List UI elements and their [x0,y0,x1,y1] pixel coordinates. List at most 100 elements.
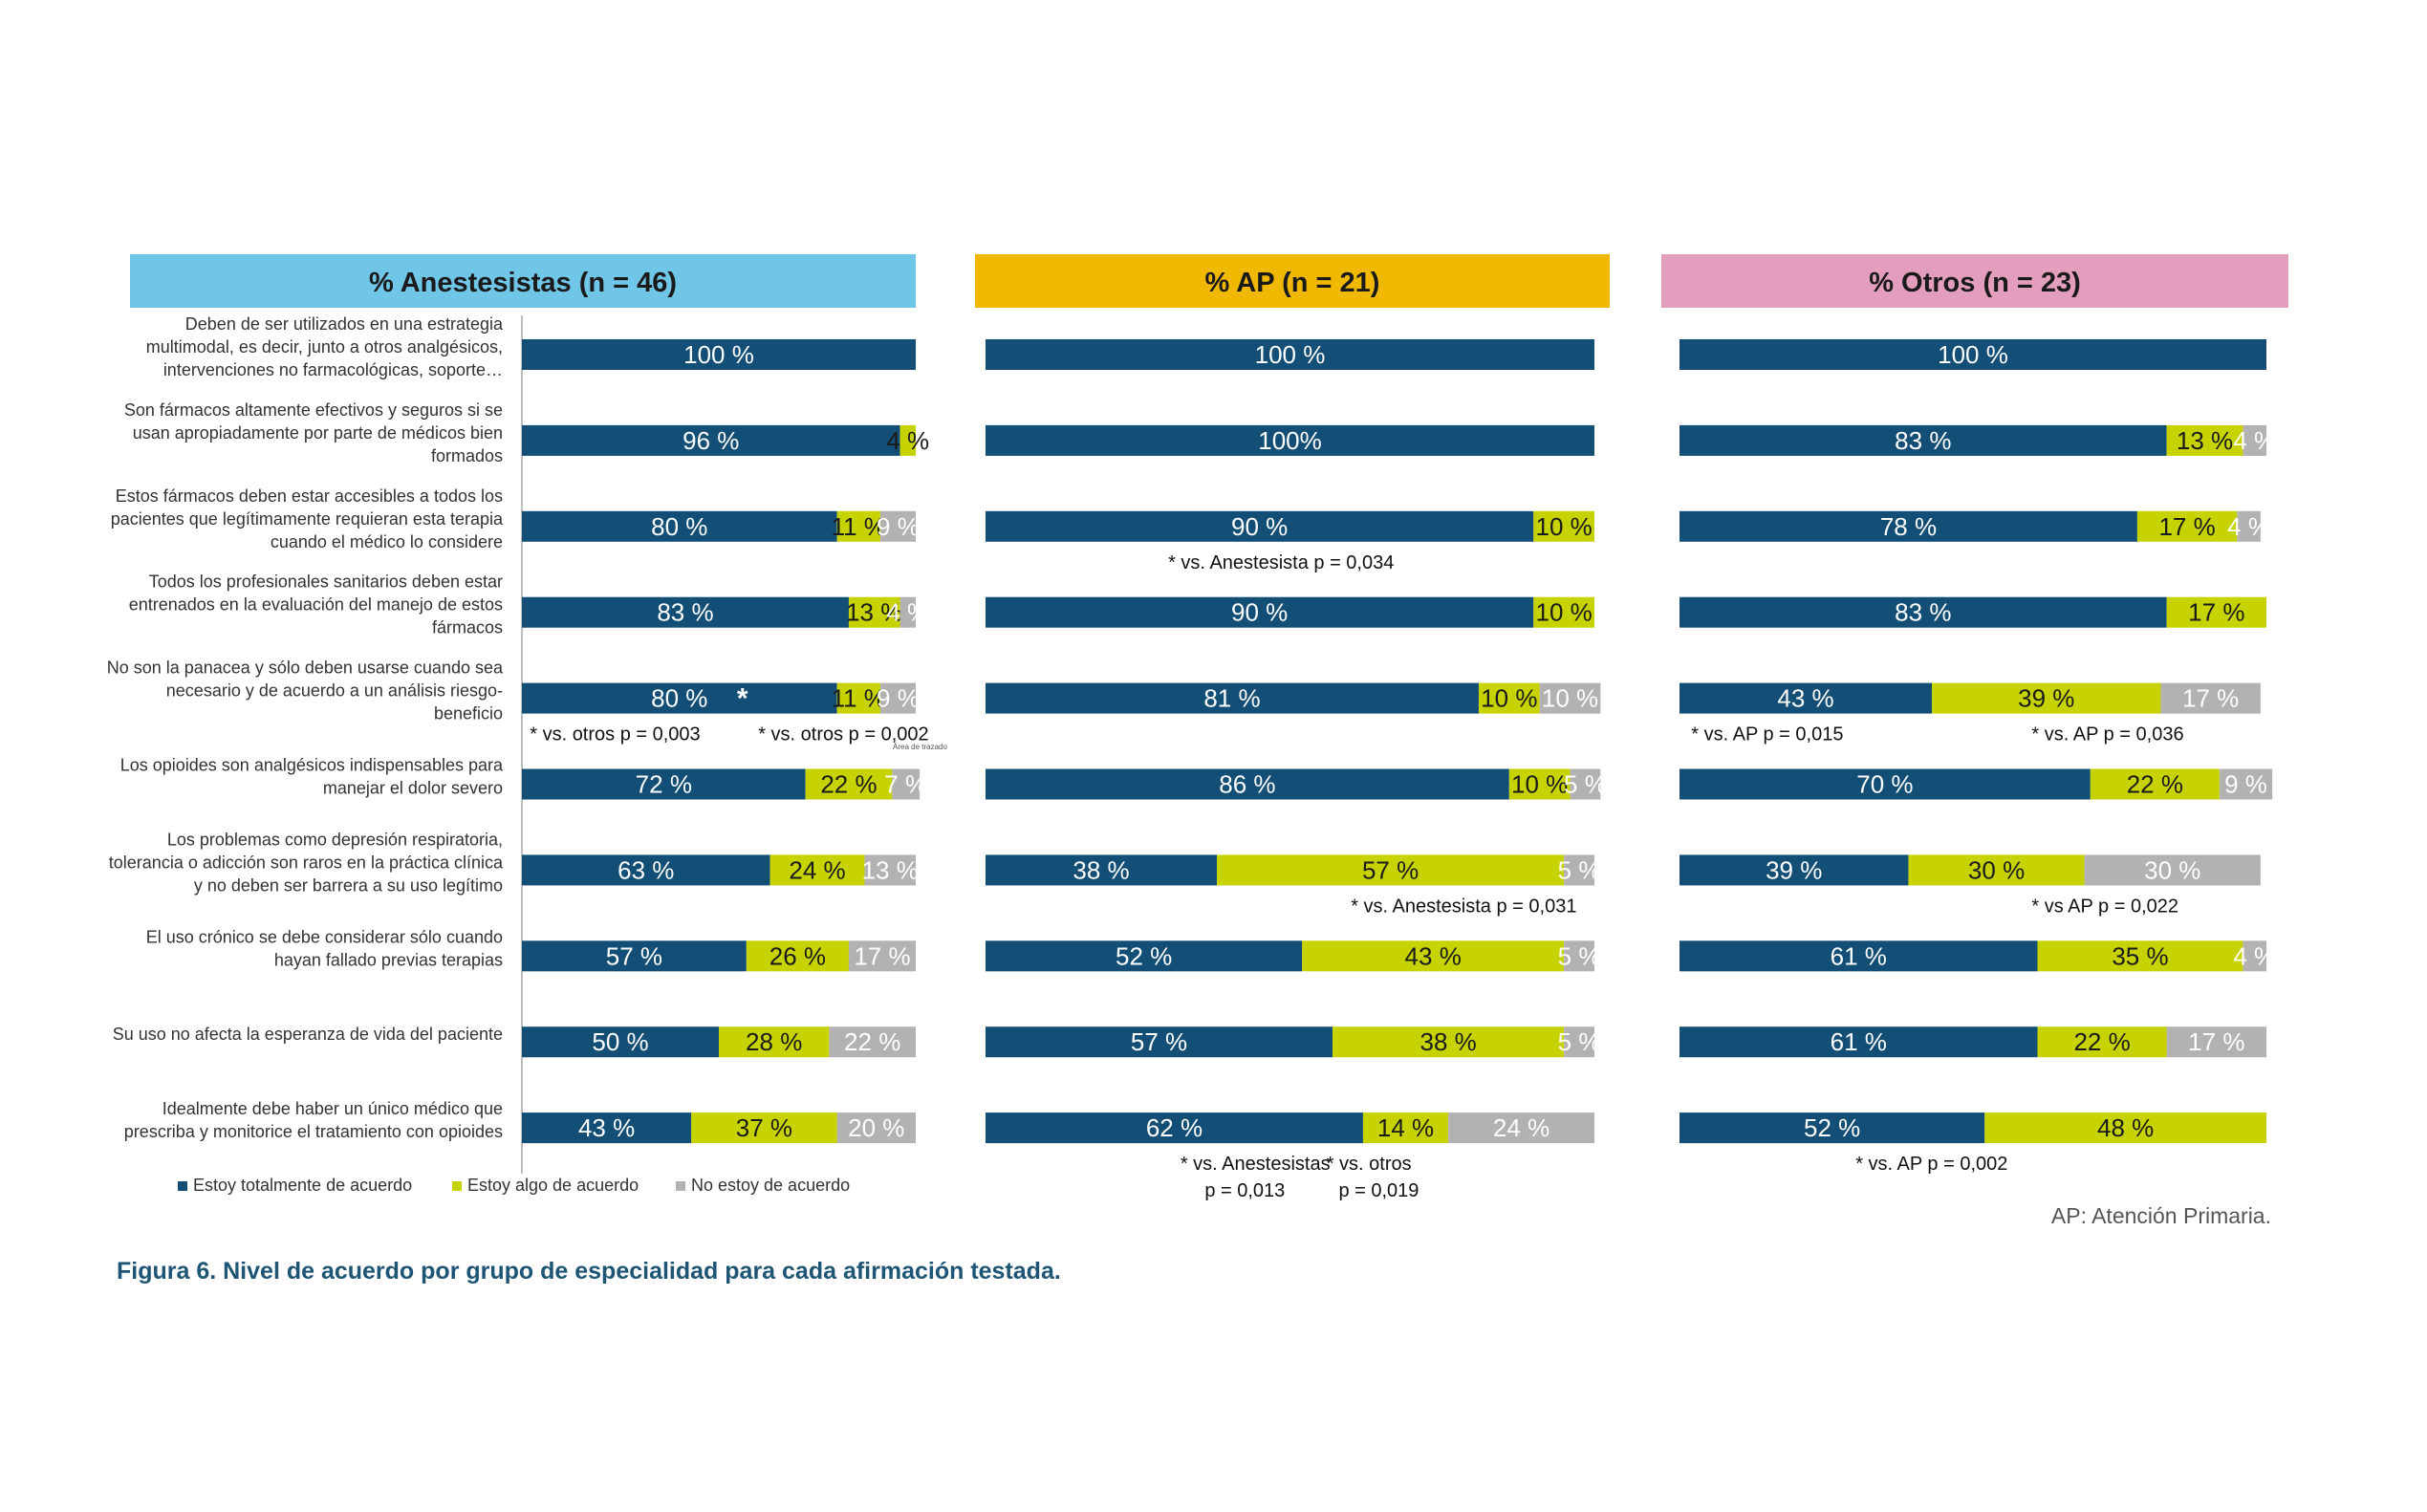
significance-note-5: * vs. Anestesista p = 0,031 [1351,896,1576,917]
bar-segment-p3-r8-s2 [2037,940,2243,972]
bar-label-p3-r9-s1: 61 % [1831,1027,1887,1056]
bar-segment-p1-r5-s2 [836,682,880,714]
bar-segment-p2-r8-s2 [1302,940,1565,972]
significance-notes: * * vs. otros p = 0,003 * vs. otros p = 0,… [530,552,2183,1201]
bar-label-p1-r3-s2: 11 % [832,512,886,541]
bar-segment-p3-r6-s1 [1679,768,2091,800]
bar-segment-p2-r1-s1 [986,339,1594,370]
bar-label-p1-r10-s2: 37 % [736,1113,792,1142]
bar-label-p1-r6-s1: 72 % [636,770,692,799]
footnote-ap: AP: Atención Primaria. [2051,1203,2271,1228]
bar-label-p2-r8-s3: 5 % [1558,941,1601,970]
significance-note-8: * vs. otros [1327,1154,1412,1175]
bar-segment-p2-r10-s1 [986,1112,1363,1144]
bar-segment-p3-r7-s2 [1908,854,2085,886]
bar-label-p1-r3-s1: 80 % [651,512,707,541]
bar-segment-p2-r4-s1 [986,596,1534,628]
bar-segment-p1-r4-s3 [899,596,916,628]
legend-swatch-1 [178,1181,187,1191]
bar-segment-p1-r9-s1 [522,1026,719,1058]
bar-label-p3-r1-s1: 100 % [1938,340,2008,369]
bar-label-p1-r10-s1: 43 % [578,1113,635,1142]
bar-segment-p3-r6-s3 [2219,768,2273,800]
legend: Estoy totalmente de acuerdo Estoy algo de… [178,1176,850,1195]
bar-label-p2-r5-s2: 10 % [1481,684,1537,713]
significance-note-11: * vs. AP p = 0,036 [2031,724,2183,745]
bar-label-p3-r8-s1: 61 % [1831,941,1887,970]
bar-segment-p1-r2-s2 [899,424,916,456]
bar-segment-p2-r5-s2 [1478,682,1540,714]
bar-label-p1-r3-s3: 9 % [877,512,920,541]
bar-segment-p3-r9-s1 [1679,1026,2038,1058]
bar-label-p1-r7-s1: 63 % [618,855,674,884]
bar-label-p2-r10-s2: 14 % [1377,1113,1434,1142]
bar-label-p2-r7-s2: 57 % [1362,855,1419,884]
significance-note-3: * vs. otros p = 0,002 [758,724,928,745]
significance-note-12: * vs AP p = 0,022 [2031,896,2178,917]
significance-note-1: * [737,683,748,715]
bar-segment-p2-r9-s3 [1564,1026,1594,1058]
bar-label-p1-r4-s1: 83 % [657,598,713,627]
bar-segment-p2-r10-s3 [1448,1112,1594,1144]
legend-swatch-2 [452,1181,462,1191]
bar-segment-p3-r5-s3 [2160,682,2261,714]
bar-segment-p2-r3-s1 [986,510,1534,542]
bar-label-p3-r3-s2: 17 % [2158,512,2215,541]
bar-segment-p3-r5-s2 [1932,682,2161,714]
bar-segment-p3-r10-s1 [1679,1112,1985,1144]
bar-label-p3-r4-s1: 83 % [1895,598,1951,627]
bar-label-p2-r5-s3: 10 % [1542,684,1598,713]
bar-label-p2-r4-s1: 90 % [1231,598,1288,627]
bar-label-p3-r3-s3: 4 % [2227,512,2270,541]
statement-label-4: Todos los profesionales sanitarios deben… [149,572,503,592]
bar-segment-p3-r2-s1 [1679,424,2167,456]
bar-segment-p1-r10-s2 [691,1112,837,1144]
bar-segment-p2-r3-s2 [1533,510,1594,542]
bar-label-p2-r6-s1: 86 % [1219,770,1275,799]
statement-label-7: tolerancia o adicción son raros en la pr… [109,853,504,872]
bar-segment-p1-r2-s1 [522,424,900,456]
bar-segment-p2-r8-s3 [1564,940,1594,972]
bar-segment-p3-r5-s1 [1679,682,1933,714]
statement-label-2: Son fármacos altamente efectivos y segur… [124,400,503,420]
bar-segment-p2-r6-s3 [1570,768,1601,800]
bar-label-p2-r7-s3: 5 % [1558,855,1601,884]
bar-label-p1-r8-s1: 57 % [606,941,662,970]
bar-segment-p2-r6-s1 [986,768,1509,800]
bar-segment-p3-r2-s3 [2243,424,2266,456]
bar-label-p1-r8-s2: 26 % [769,941,826,970]
significance-note-13: * vs. AP p = 0,002 [1855,1154,2007,1175]
bar-segment-p1-r7-s1 [522,854,770,886]
bar-segment-p3-r7-s1 [1679,854,1909,886]
statement-label-3: Estos fármacos deben estar accesibles a … [116,486,503,506]
statement-label-1: Deben de ser utilizados en una estrategi… [185,314,504,334]
panel-title-1: % Anestesistas (n = 46) [369,268,677,298]
bar-label-p2-r2-s1: 100% [1258,426,1322,455]
statement-label-4: fármacos [432,618,503,637]
significance-note-7: p = 0,013 [1204,1180,1285,1201]
bar-label-p3-r6-s2: 22 % [2127,770,2183,799]
bar-label-p2-r8-s1: 52 % [1116,941,1172,970]
bar-segment-p1-r6-s3 [892,768,921,800]
bar-label-p1-r9-s3: 22 % [844,1027,900,1056]
statement-label-5: necesario y de acuerdo a un análisis rie… [166,681,503,701]
bar-label-p2-r7-s1: 38 % [1073,855,1129,884]
bar-segment-p3-r9-s3 [2166,1026,2266,1058]
bar-label-p1-r5-s3: 9 % [877,684,920,713]
bar-segment-p1-r6-s1 [522,768,806,800]
bar-segment-p3-r10-s2 [1984,1112,2266,1144]
bar-label-p3-r2-s1: 83 % [1895,426,1951,455]
statement-label-1: intervenciones no farmacológicas, soport… [163,360,503,379]
statement-label-2: usan apropiadamente por parte de médicos… [133,423,503,443]
significance-note-2: * vs. otros p = 0,003 [530,724,700,745]
panel-header-2 [975,254,1610,308]
bar-label-p2-r9-s2: 38 % [1419,1027,1476,1056]
bar-segment-p1-r3-s2 [836,510,880,542]
bar-label-p1-r5-s2: 11 % [832,684,886,713]
panel-header-1 [130,254,916,308]
bar-label-p3-r5-s2: 39 % [2018,684,2074,713]
bars-layer: 100 %96 % 4 %80 % 11 %9 %83 % 13 %4 %80 % 11… [522,339,2276,1144]
statement-label-3: cuando el médico lo considere [271,532,503,551]
figure-caption: Figura 6. Nivel de acuerdo por grupo de … [117,1258,1061,1285]
